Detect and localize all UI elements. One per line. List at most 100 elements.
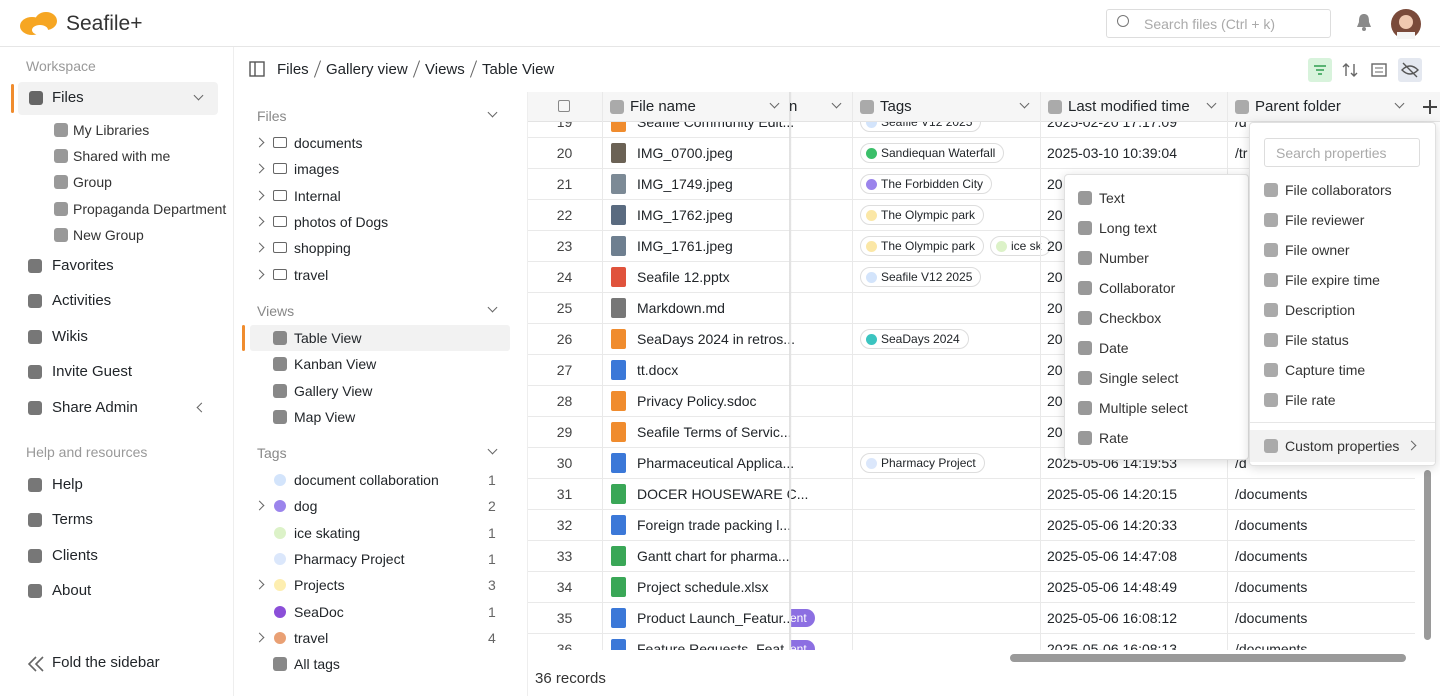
row-line — [528, 509, 1415, 510]
menu-item[interactable]: File owner — [1285, 242, 1350, 258]
nav-item[interactable]: Activities — [52, 292, 112, 309]
tag[interactable]: ice skating — [294, 524, 361, 541]
file-name[interactable]: SeaDays 2024 in retros... — [637, 331, 795, 347]
tag[interactable]: Pharmacy Project — [294, 550, 405, 567]
folder[interactable]: Internal — [294, 187, 341, 204]
nav-item[interactable]: Invite Guest — [52, 363, 133, 380]
active-view-bar — [242, 325, 245, 351]
chevron — [254, 500, 265, 511]
file-name[interactable]: Foreign trade packing l... — [637, 517, 792, 533]
menu-item[interactable]: File status — [1285, 332, 1349, 348]
hidden-cell: ent — [790, 609, 815, 627]
nav-subitem[interactable]: New Group — [73, 227, 144, 243]
column-header[interactable]: File name — [630, 98, 696, 115]
fold-sidebar[interactable]: Fold the sidebar — [52, 654, 160, 671]
bell-icon[interactable] — [1355, 12, 1373, 32]
breadcrumb-item[interactable]: Table View — [482, 61, 555, 78]
file-name[interactable]: IMG_0700.jpeg — [637, 145, 733, 161]
file-name[interactable]: DOCER HOUSEWARE C... — [637, 486, 809, 502]
menu-item[interactable]: Text — [1099, 190, 1125, 206]
file-name[interactable]: Feature Requests_Feat... — [637, 641, 796, 650]
column-header[interactable]: Tags — [880, 98, 912, 115]
menu-item[interactable]: File collaborators — [1285, 182, 1392, 198]
menu-item[interactable]: File rate — [1285, 392, 1336, 408]
table-body: 19 Seafile Community Edit... Seafile V12 2… — [528, 122, 1428, 650]
nav-item[interactable]: Help — [52, 476, 83, 493]
column-header[interactable]: Last modified time — [1068, 98, 1190, 115]
view[interactable]: Map View — [294, 408, 356, 425]
folder[interactable]: images — [294, 161, 340, 178]
file-name[interactable]: Product Launch_Featur... — [637, 610, 795, 626]
file-icon — [611, 298, 626, 318]
menu-item[interactable]: File expire time — [1285, 272, 1380, 288]
column-header[interactable]: Parent folder — [1255, 98, 1341, 115]
property-search[interactable] — [1264, 138, 1420, 167]
tag[interactable]: SeaDoc — [294, 603, 344, 620]
menu-item[interactable]: Collaborator — [1099, 280, 1176, 296]
menu-item[interactable]: Custom properties — [1285, 438, 1400, 454]
nav-item[interactable]: Favorites — [52, 257, 114, 274]
tag[interactable]: dog — [294, 498, 318, 515]
tag-dot — [274, 526, 286, 539]
file-name[interactable]: Project schedule.xlsx — [637, 579, 769, 595]
file-icon — [611, 236, 626, 256]
menu-item[interactable]: Long text — [1099, 220, 1157, 236]
all-tags[interactable]: All tags — [294, 656, 340, 672]
nav-item[interactable]: Share Admin — [52, 399, 138, 416]
sidebar-toggle-icon[interactable] — [249, 61, 265, 77]
menu-item[interactable]: File reviewer — [1285, 212, 1365, 228]
nav-item[interactable]: About — [52, 582, 92, 599]
nav-item[interactable]: Files — [52, 89, 84, 106]
avatar[interactable] — [1391, 9, 1421, 39]
view[interactable]: Kanban View — [294, 356, 377, 373]
file-name[interactable]: IMG_1749.jpeg — [637, 176, 733, 192]
menu-item[interactable]: Description — [1285, 302, 1356, 318]
column-header[interactable]: n — [789, 98, 798, 115]
file-name[interactable]: Seafile Terms of Servic... — [637, 424, 792, 440]
fold-icon[interactable] — [27, 655, 45, 673]
menu-item[interactable]: Single select — [1099, 370, 1179, 386]
file-name[interactable]: Markdown.md — [637, 300, 725, 316]
header-checkbox[interactable] — [558, 100, 570, 112]
folder[interactable]: photos of Dogs — [294, 213, 389, 230]
menu-item[interactable]: Rate — [1099, 430, 1129, 446]
icon — [1264, 183, 1278, 197]
breadcrumb-item[interactable]: Gallery view — [326, 61, 408, 78]
nav-subitem[interactable]: Group — [73, 174, 112, 190]
nav-subitem[interactable]: Propaganda Department — [73, 201, 227, 217]
menu-item[interactable]: Capture time — [1285, 362, 1366, 378]
breadcrumb-item[interactable]: Views — [425, 61, 465, 78]
file-name[interactable]: IMG_1761.jpeg — [637, 238, 733, 254]
file-name[interactable]: Pharmaceutical Applica... — [637, 455, 795, 471]
nav-subitem[interactable]: Shared with me — [73, 148, 171, 164]
search-placeholder[interactable]: Search files (Ctrl + k) — [1144, 16, 1276, 32]
nav-subitem[interactable]: My Libraries — [73, 122, 150, 138]
menu-item[interactable]: Number — [1099, 250, 1149, 266]
tag[interactable]: document collaboration — [294, 472, 439, 488]
row-number: 35 — [556, 610, 573, 626]
nav-item[interactable]: Clients — [52, 547, 98, 564]
menu-item[interactable]: Multiple select — [1099, 400, 1188, 416]
nav-item[interactable]: Terms — [52, 511, 93, 528]
nav-item[interactable]: Wikis — [52, 328, 88, 345]
folder[interactable]: travel — [294, 266, 329, 283]
view[interactable]: Gallery View — [294, 382, 373, 399]
toolbar-icons[interactable] — [1308, 58, 1423, 82]
tag[interactable]: Projects — [294, 577, 345, 594]
modified-time: 2025-05-06 14:47:08 — [1047, 548, 1177, 564]
file-name[interactable]: Gantt chart for pharma... — [637, 548, 790, 564]
file-name[interactable]: Seafile 12.pptx — [637, 269, 730, 285]
file-name[interactable]: Seafile Community Edit... — [637, 122, 795, 130]
folder[interactable]: documents — [294, 135, 363, 151]
folder[interactable]: shopping — [294, 240, 351, 257]
file-name[interactable]: tt.docx — [637, 362, 679, 378]
menu-item[interactable]: Checkbox — [1099, 310, 1162, 326]
breadcrumb-item[interactable]: Files — [277, 61, 309, 78]
file-name[interactable]: Privacy Policy.sdoc — [637, 393, 757, 409]
file-name[interactable]: IMG_1762.jpeg — [637, 207, 733, 223]
search-box[interactable] — [1106, 9, 1331, 38]
view[interactable]: Table View — [294, 330, 362, 346]
icon — [28, 330, 42, 344]
menu-item[interactable]: Date — [1099, 340, 1129, 356]
tag[interactable]: travel — [294, 629, 329, 646]
